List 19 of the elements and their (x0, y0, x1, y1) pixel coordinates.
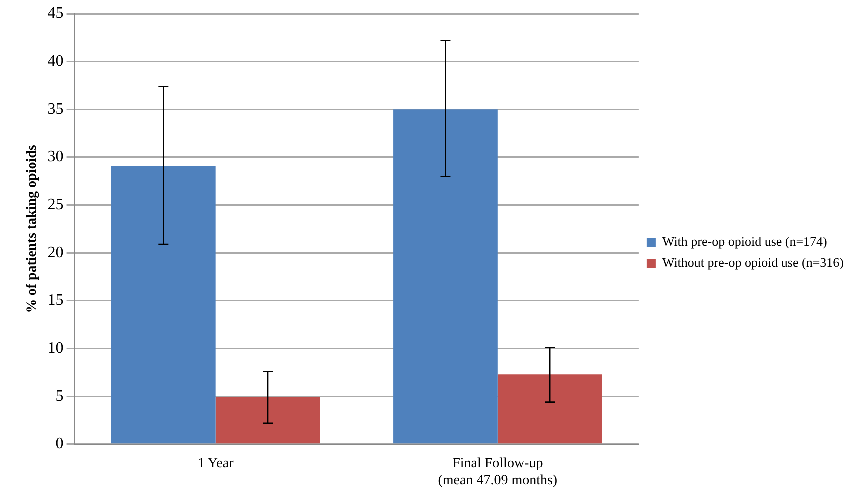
legend-label: Without pre-op opioid use (n=316) (662, 254, 844, 270)
x-tick-label: Final Follow-up (mean 47.09 months) (438, 456, 558, 488)
y-tick-label: 45 (48, 5, 64, 22)
bar (216, 398, 320, 444)
y-tick-label: 40 (48, 53, 64, 70)
bar (394, 110, 498, 444)
y-tick-label: 0 (56, 436, 64, 453)
y-tick-label: 20 (48, 244, 64, 262)
y-tick-label: 30 (48, 148, 64, 166)
y-tick-label: 15 (48, 292, 64, 310)
y-tick-label: 25 (48, 196, 64, 214)
bar (111, 166, 216, 444)
y-tick-label: 10 (48, 340, 64, 357)
bar (498, 374, 602, 444)
y-tick-label: 35 (48, 100, 64, 118)
x-tick-label: 1 Year (198, 456, 234, 472)
y-axis-title: % of patients taking opioids (25, 144, 40, 314)
legend-label: With pre-op opioid use (n=174) (662, 234, 828, 249)
y-tick-label: 5 (56, 388, 64, 405)
